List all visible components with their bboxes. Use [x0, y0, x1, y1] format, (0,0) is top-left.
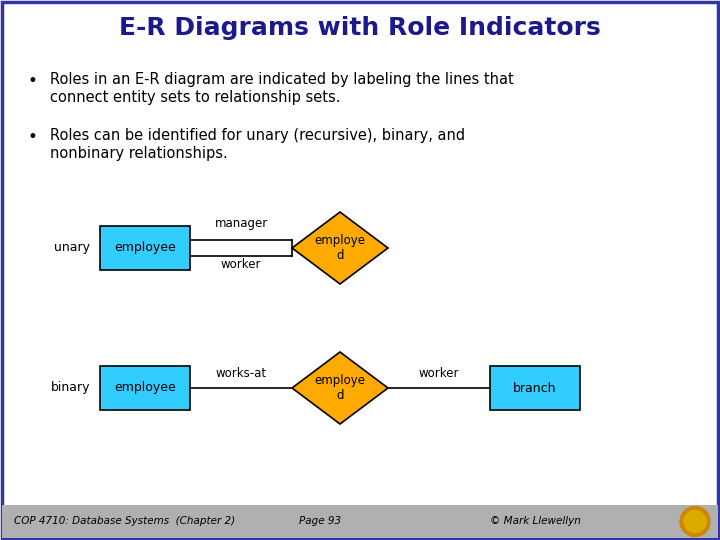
- Polygon shape: [292, 352, 388, 424]
- Text: © Mark Llewellyn: © Mark Llewellyn: [490, 516, 581, 526]
- Text: E-R Diagrams with Role Indicators: E-R Diagrams with Role Indicators: [119, 16, 601, 40]
- Text: worker: worker: [221, 258, 261, 271]
- Text: employee: employee: [114, 381, 176, 395]
- FancyBboxPatch shape: [2, 505, 718, 538]
- Text: nonbinary relationships.: nonbinary relationships.: [50, 146, 228, 161]
- Text: Roles can be identified for unary (recursive), binary, and: Roles can be identified for unary (recur…: [50, 128, 465, 143]
- Text: Page 93: Page 93: [299, 516, 341, 526]
- Text: manager: manager: [215, 217, 268, 230]
- Text: employee: employee: [114, 241, 176, 254]
- Text: works-at: works-at: [215, 367, 266, 380]
- Text: •: •: [28, 128, 38, 146]
- Text: unary: unary: [54, 241, 90, 254]
- Text: connect entity sets to relationship sets.: connect entity sets to relationship sets…: [50, 90, 341, 105]
- Text: worker: worker: [419, 367, 459, 380]
- FancyBboxPatch shape: [100, 226, 190, 270]
- Text: employe
d: employe d: [315, 374, 366, 402]
- Text: •: •: [28, 72, 38, 90]
- FancyBboxPatch shape: [100, 366, 190, 410]
- Circle shape: [680, 507, 710, 537]
- Circle shape: [684, 510, 706, 532]
- Text: binary: binary: [50, 381, 90, 395]
- Polygon shape: [292, 212, 388, 284]
- Text: Roles in an E-R diagram are indicated by labeling the lines that: Roles in an E-R diagram are indicated by…: [50, 72, 514, 87]
- FancyBboxPatch shape: [490, 366, 580, 410]
- Text: employe
d: employe d: [315, 234, 366, 262]
- Text: branch: branch: [513, 381, 557, 395]
- Text: COP 4710: Database Systems  (Chapter 2): COP 4710: Database Systems (Chapter 2): [14, 516, 235, 526]
